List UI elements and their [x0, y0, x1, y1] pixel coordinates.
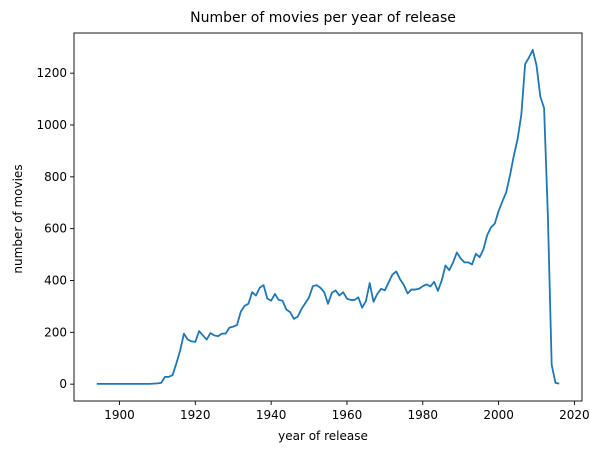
x-tick-label-1920: 1920 — [180, 408, 211, 422]
x-axis-label: year of release — [278, 429, 368, 443]
y-tick-label-400: 400 — [44, 273, 67, 287]
x-tick-label-2020: 2020 — [559, 408, 590, 422]
y-tick-label-0: 0 — [59, 377, 67, 391]
y-tick-label-800: 800 — [44, 170, 67, 184]
x-tick-label-1900: 1900 — [104, 408, 135, 422]
x-tick-label-2000: 2000 — [483, 408, 514, 422]
y-tick-label-1000: 1000 — [36, 118, 67, 132]
y-axis-label: number of movies — [11, 164, 25, 273]
x-tick-label-1960: 1960 — [332, 408, 363, 422]
y-tick-label-200: 200 — [44, 325, 67, 339]
plot-area: 1900 1920 1940 1960 1980 2000 2020 0 200 400 600 80… — [36, 32, 590, 422]
series-line-0 — [96, 48, 560, 385]
x-tick-label-1980: 1980 — [408, 408, 439, 422]
y-tick-label-600: 600 — [44, 222, 67, 236]
y-tick-label-1200: 1200 — [36, 66, 67, 80]
plot-frame — [73, 32, 583, 402]
chart-title: Number of movies per year of release — [190, 10, 456, 26]
x-tick-label-1940: 1940 — [256, 408, 287, 422]
